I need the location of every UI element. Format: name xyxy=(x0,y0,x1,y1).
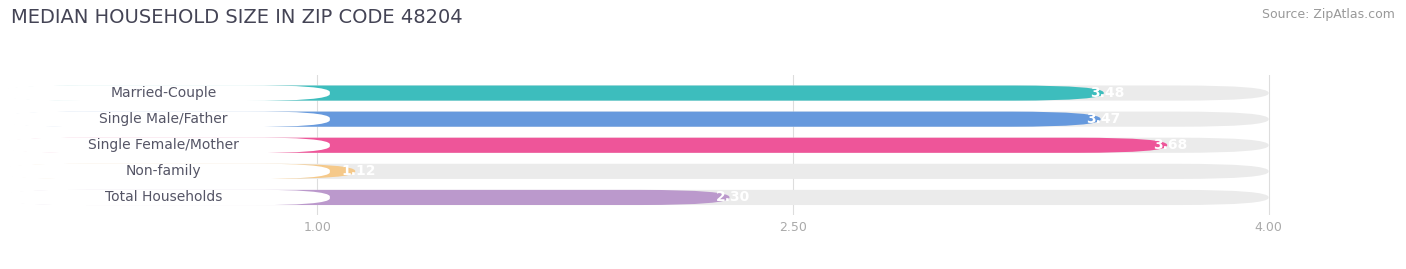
Text: Single Male/Father: Single Male/Father xyxy=(98,112,228,126)
FancyBboxPatch shape xyxy=(0,138,1167,153)
FancyBboxPatch shape xyxy=(0,112,1101,127)
Text: MEDIAN HOUSEHOLD SIZE IN ZIP CODE 48204: MEDIAN HOUSEHOLD SIZE IN ZIP CODE 48204 xyxy=(11,8,463,27)
FancyBboxPatch shape xyxy=(0,138,1268,153)
Text: 2.30: 2.30 xyxy=(716,190,749,204)
Text: 3.48: 3.48 xyxy=(1090,86,1125,100)
FancyBboxPatch shape xyxy=(0,137,330,153)
Text: Single Female/Mother: Single Female/Mother xyxy=(89,138,239,152)
FancyBboxPatch shape xyxy=(0,86,1104,101)
Text: 1.12: 1.12 xyxy=(342,164,375,178)
FancyBboxPatch shape xyxy=(0,164,356,179)
FancyBboxPatch shape xyxy=(0,85,330,101)
Text: Source: ZipAtlas.com: Source: ZipAtlas.com xyxy=(1261,8,1395,21)
FancyBboxPatch shape xyxy=(0,190,1268,205)
Text: 3.47: 3.47 xyxy=(1087,112,1121,126)
Text: Married-Couple: Married-Couple xyxy=(110,86,217,100)
FancyBboxPatch shape xyxy=(0,164,1268,179)
Text: Non-family: Non-family xyxy=(125,164,201,178)
FancyBboxPatch shape xyxy=(0,112,1268,127)
Text: Total Households: Total Households xyxy=(104,190,222,204)
FancyBboxPatch shape xyxy=(0,86,1268,101)
FancyBboxPatch shape xyxy=(0,190,730,205)
Text: 3.68: 3.68 xyxy=(1153,138,1188,152)
FancyBboxPatch shape xyxy=(0,111,330,127)
FancyBboxPatch shape xyxy=(0,189,330,206)
FancyBboxPatch shape xyxy=(0,163,330,179)
